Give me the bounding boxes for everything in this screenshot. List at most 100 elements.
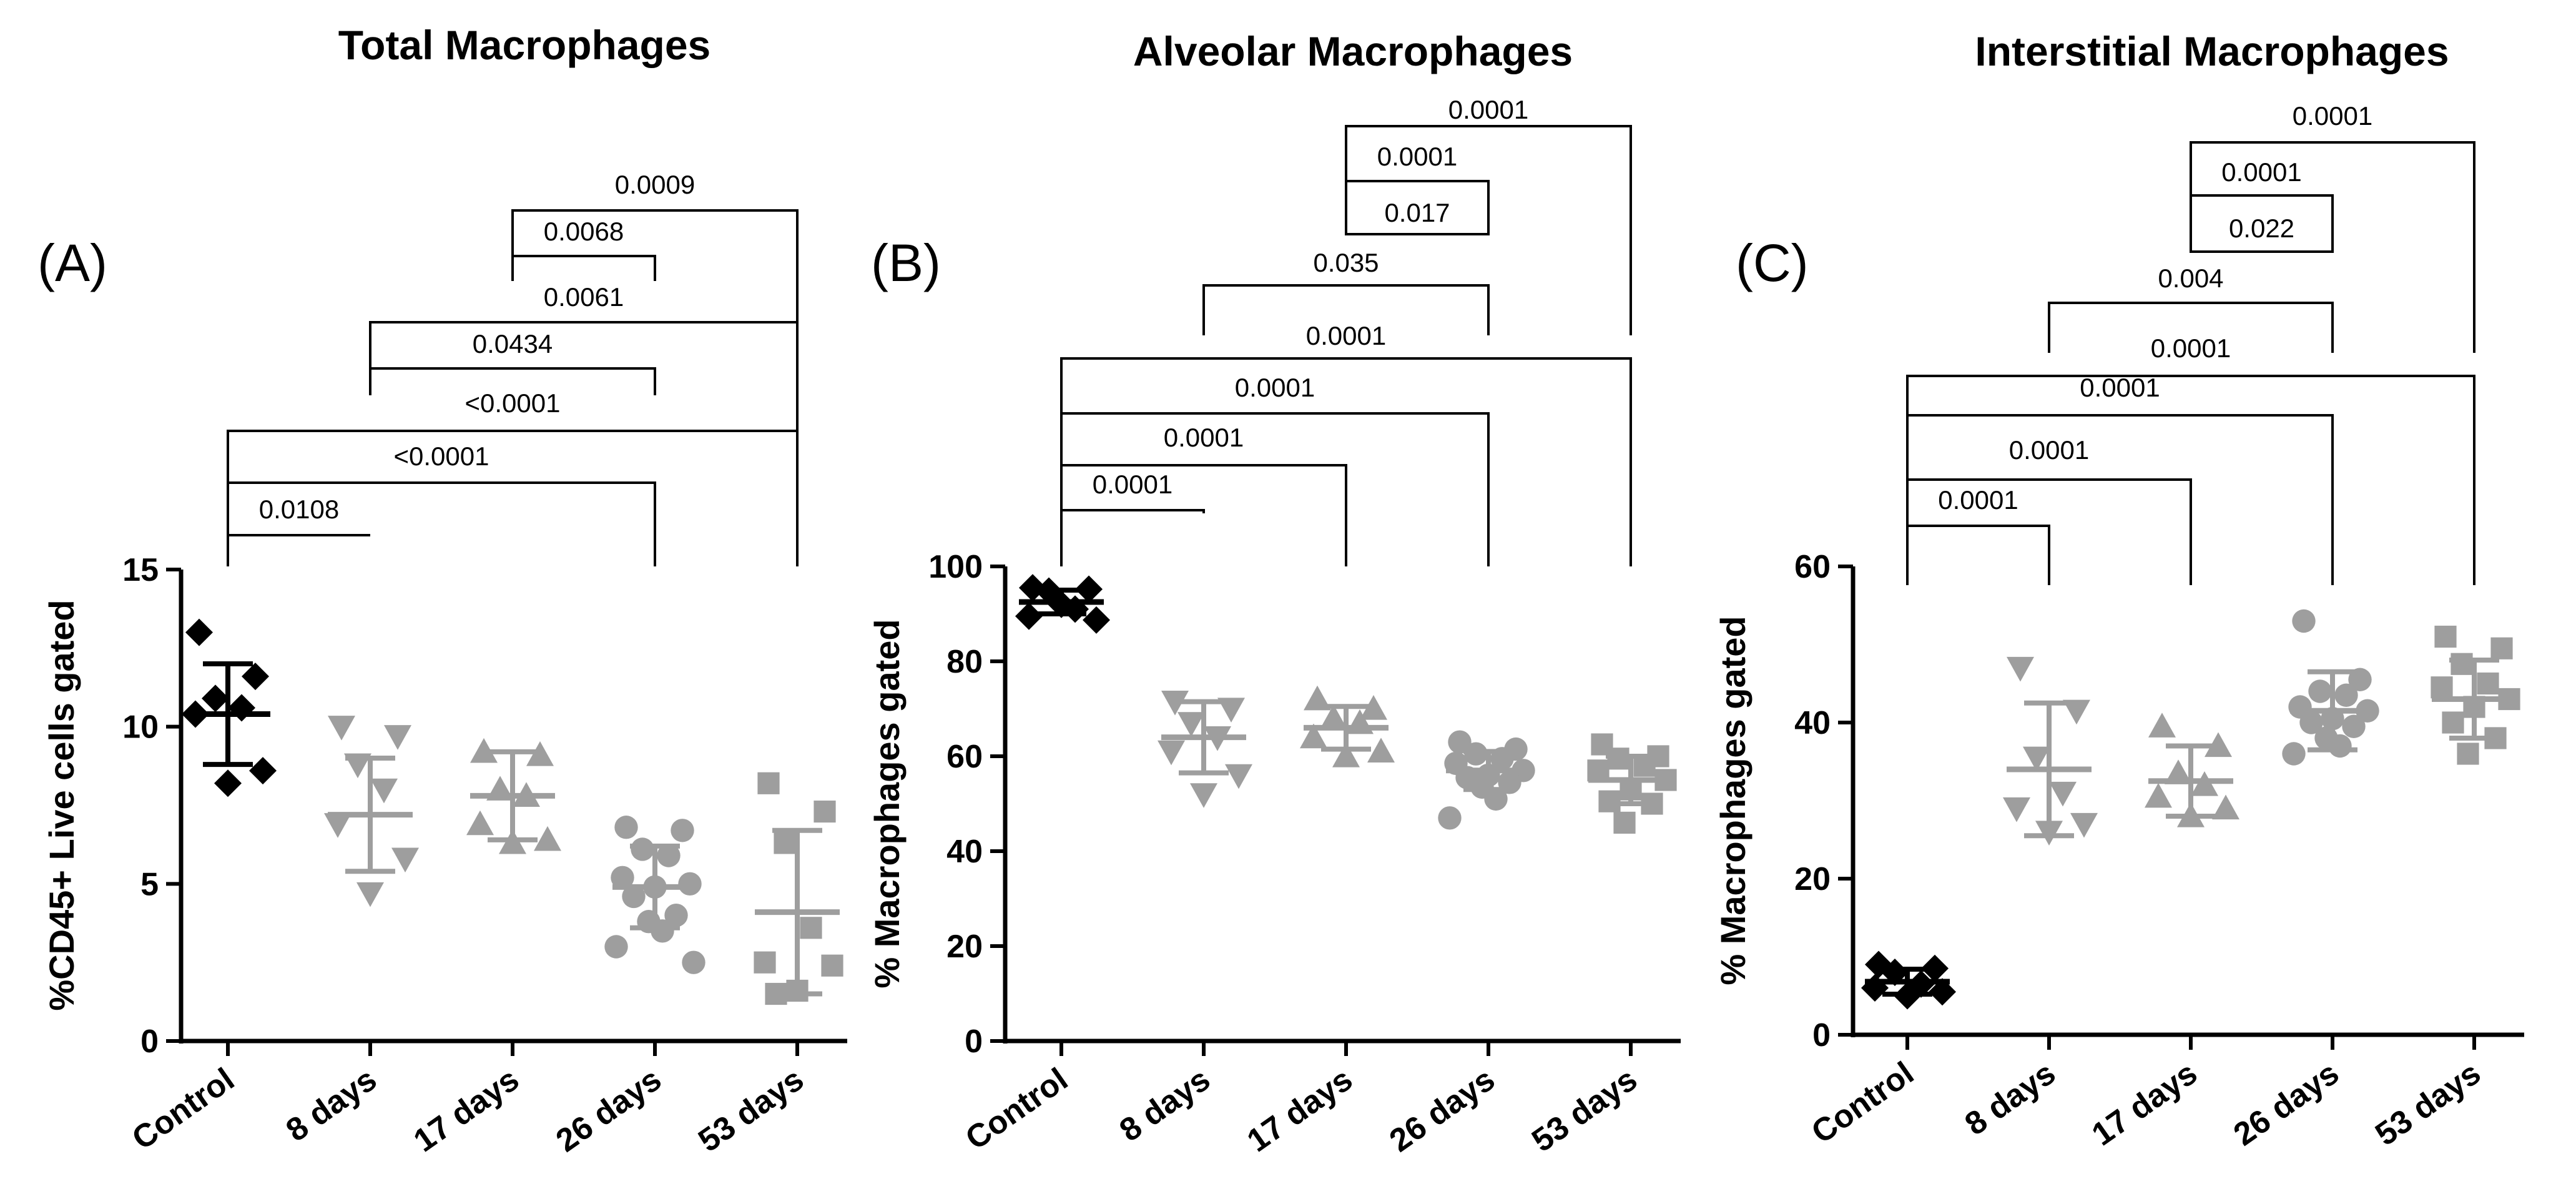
data-point [214,769,242,797]
data-point [800,917,822,939]
bracket-line [1345,125,1632,335]
y-axis-label: %CD45+ Live cells gated [42,600,81,1010]
x-tick-label: Control [1805,1055,1920,1151]
y-tick-label: 80 [946,644,983,680]
data-point [242,663,269,691]
data-point [391,847,419,873]
panel-1: Total Macrophages (A) %CD45+ Live cells ga… [37,22,847,1159]
data-point [1225,764,1252,789]
panel-label: (C) [1736,234,1809,292]
data-point [1320,704,1347,729]
group-26-days [604,816,705,974]
group-53-days [754,772,843,1005]
significance-bracket: 0.0001 [2190,101,2475,353]
bracket-line [1345,228,1490,235]
x-tick-label: Control [959,1061,1074,1157]
data-point [614,816,638,839]
significance-bracket: <0.0001 [227,388,799,566]
data-point [2334,683,2358,707]
y-tick-label: 40 [1794,705,1831,741]
data-point [2148,713,2176,738]
significance-bracket: 0.0001 [1345,95,1632,335]
data-point [470,738,498,763]
bracket-line [2190,141,2475,353]
p-value-label: 0.022 [2229,214,2294,243]
y-tick-label: 60 [1794,549,1831,585]
group-53-days [2431,625,2520,765]
data-point [2292,609,2316,633]
panel-label: (B) [871,234,941,292]
y-tick-label: 40 [946,834,983,870]
data-point [664,903,688,927]
data-point [1613,811,1636,834]
significance-bracket: 0.0001 [1906,485,2050,585]
data-point [2299,711,2323,734]
significance-bracket: 0.0061 [369,282,799,566]
bracket-line [511,255,656,281]
bracket-line [1906,375,2475,585]
panel-3: Interstitial Macrophages (C) % Macrophages… [1713,28,2524,1153]
data-point [384,725,411,750]
data-point [2212,794,2239,820]
p-value-label: 0.0108 [259,495,339,524]
p-value-label: 0.0061 [544,282,624,312]
data-point [2003,797,2030,822]
p-value-label: 0.035 [1313,248,1379,277]
chart-title: Total Macrophages [338,22,711,68]
data-point [1190,783,1217,808]
p-value-label: 0.0001 [2080,373,2160,402]
group-17-days [1300,685,1395,767]
x-tick-label: 17 days [407,1061,526,1159]
data-point [1929,978,1956,1006]
data-point [1484,787,1508,811]
data-point [2342,714,2366,738]
group-17-days [2145,713,2239,827]
data-point [185,618,213,646]
x-tick-label: 26 days [1383,1061,1502,1159]
data-point [2007,656,2034,682]
x-tick-label: 8 days [1959,1055,2062,1142]
data-point [1300,723,1327,749]
data-point [466,810,494,836]
y-tick-label: 10 [122,709,159,746]
data-point [1177,712,1205,737]
group-53-days [1587,733,1677,834]
p-value-label: 0.0009 [615,170,695,199]
data-point [2063,699,2090,725]
data-point [2070,812,2098,838]
data-point [1367,738,1395,762]
data-point [821,954,843,977]
data-point [631,837,654,861]
bracket-line [1202,284,1490,335]
data-point [1332,743,1360,767]
data-point [757,772,780,794]
data-point [2165,759,2192,784]
significance-bracket: 0.022 [2190,197,2334,253]
significance-bracket: 0.0434 [369,329,656,395]
data-point [2451,653,2473,675]
data-point [228,694,255,722]
significance-bracket: 0.0001 [1060,321,1632,566]
y-tick-label: 15 [122,552,159,588]
y-tick-label: 20 [946,929,983,965]
data-point [622,884,646,909]
data-point [1448,730,1472,754]
significance-bracket: 0.0068 [511,217,656,281]
bracket-line [1060,509,1205,513]
group-26-days [1438,730,1535,830]
group-26-days [2282,609,2379,766]
x-tick-label: 26 days [2227,1055,2346,1153]
panel-2: Alveolar Macrophages (B) % Macrophages gat… [867,28,1681,1159]
y-tick-label: 100 [928,549,983,585]
group-8-days [1158,691,1252,808]
data-point [678,872,702,896]
data-point [2308,679,2332,703]
group-control [182,618,277,797]
x-tick-label: 17 days [1241,1061,1359,1159]
p-value-label: 0.0001 [1448,95,1528,124]
data-point [324,813,351,838]
p-value-label: 0.0001 [1235,373,1315,402]
y-axis-label: % Macrophages gated [867,619,907,988]
p-value-label: 0.0001 [2151,333,2231,363]
